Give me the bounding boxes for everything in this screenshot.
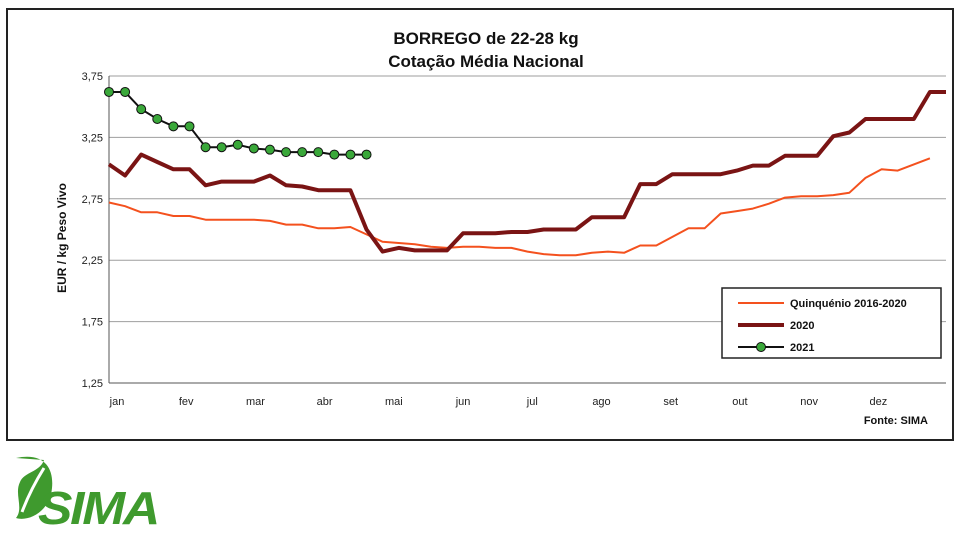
x-axis-ticks: jan fev mar abr mai jun jul ago set out nov dez (109, 396, 888, 408)
data-point (248, 143, 259, 154)
data-point (281, 147, 292, 158)
x-tick-label: mai (385, 396, 403, 408)
x-tick-label: jun (455, 396, 471, 408)
data-point (136, 104, 147, 115)
y-axis-ticks: 3,75 3,25 2,75 2,25 1,75 1,25 (82, 71, 103, 390)
data-point (264, 144, 275, 155)
data-point (184, 121, 195, 132)
sima-logo-graphic: SIMA (16, 456, 160, 534)
x-tick-label: nov (800, 396, 818, 408)
leaf-vein (20, 467, 46, 513)
chart-frame: BORREGO de 22-28 kg Cotação Média Nacion… (6, 8, 954, 441)
legend-label: Quinquénio 2016-2020 (790, 298, 907, 310)
series-line (108, 157, 931, 257)
series-lines (104, 86, 946, 257)
y-axis-label: EUR / kg Peso Vivo (55, 183, 69, 293)
y-tick-label: 2,75 (82, 194, 103, 206)
y-tick-label: 3,75 (82, 71, 103, 83)
legend-label: 2020 (790, 320, 814, 332)
data-point (345, 149, 356, 160)
chart-subtitle: Cotação Média Nacional (388, 52, 584, 71)
y-tick-label: 1,75 (82, 317, 103, 329)
x-tick-label: fev (179, 396, 194, 408)
series-line (107, 90, 946, 254)
x-tick-label: jan (109, 396, 125, 408)
data-point (313, 147, 324, 158)
x-tick-label: mar (246, 396, 265, 408)
x-tick-label: ago (592, 396, 610, 408)
data-point (120, 86, 131, 97)
source-note: Fonte: SIMA (864, 415, 928, 427)
y-tick-label: 2,25 (82, 255, 103, 267)
x-tick-label: abr (317, 396, 333, 408)
x-tick-label: dez (869, 396, 887, 408)
chart-title: BORREGO de 22-28 kg (393, 29, 578, 48)
data-point (216, 142, 227, 153)
y-tick-label: 1,25 (82, 378, 103, 390)
x-tick-label: out (732, 396, 747, 408)
x-tick-label: set (663, 396, 678, 408)
data-point (232, 139, 243, 150)
logo-wordmark: SIMA (38, 482, 158, 534)
data-point (200, 142, 211, 153)
data-point (297, 147, 308, 158)
legend-label: 2021 (790, 342, 814, 354)
y-tick-label: 3,25 (82, 132, 103, 144)
legend-marker (756, 342, 766, 352)
data-point (168, 121, 179, 132)
data-point (104, 86, 114, 97)
data-point (361, 149, 372, 160)
gridlines (108, 75, 946, 384)
data-point (329, 149, 340, 160)
sima-logo: SIMA (10, 452, 160, 534)
line-chart: BORREGO de 22-28 kg Cotação Média Nacion… (55, 29, 946, 427)
data-point (152, 113, 163, 124)
legend: Quinquénio 2016-2020 2020 2021 (721, 287, 942, 359)
x-tick-label: jul (526, 396, 538, 408)
